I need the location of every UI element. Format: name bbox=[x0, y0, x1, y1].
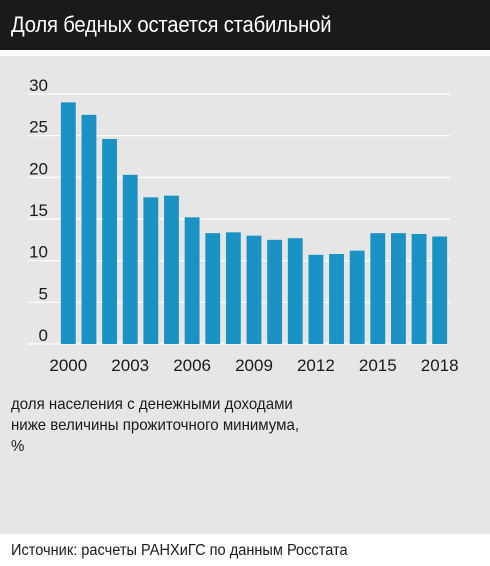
y-tick-label: 15 bbox=[29, 201, 48, 220]
x-tick-label: 2018 bbox=[421, 356, 459, 375]
y-tick-label: 30 bbox=[29, 76, 48, 95]
bar bbox=[225, 232, 241, 344]
source-note: Источник: расчеты РАНХиГС по данным Росс… bbox=[11, 542, 348, 559]
bar bbox=[164, 195, 179, 344]
bar bbox=[329, 254, 344, 344]
note-line: ниже величины прожиточного минимума, bbox=[11, 417, 300, 434]
bar bbox=[432, 236, 448, 344]
y-tick-label: 20 bbox=[29, 159, 48, 178]
bar bbox=[308, 254, 324, 344]
bar bbox=[370, 233, 386, 344]
bar-layer bbox=[60, 102, 448, 344]
x-tick-label: 2003 bbox=[111, 356, 149, 375]
x-tick-label: 2009 bbox=[235, 356, 273, 375]
bar bbox=[349, 250, 365, 344]
bar bbox=[81, 114, 97, 344]
bar bbox=[390, 233, 406, 344]
y-tick-label: 25 bbox=[29, 118, 48, 137]
x-tick-label: 2000 bbox=[49, 356, 87, 375]
bar bbox=[122, 174, 138, 344]
x-tick-label: 2012 bbox=[297, 356, 335, 375]
bar bbox=[287, 238, 303, 344]
x-tick-label: 2015 bbox=[359, 356, 397, 375]
note-line: % bbox=[11, 438, 25, 455]
bar bbox=[246, 235, 262, 344]
bar bbox=[205, 233, 221, 344]
y-tick-label: 5 bbox=[39, 284, 48, 303]
bar bbox=[60, 102, 76, 344]
y-tick-label: 10 bbox=[29, 243, 48, 262]
bar bbox=[143, 197, 159, 344]
bar bbox=[411, 234, 427, 344]
bar-chart: 0 5 10 15 20 25 30 2000 2003 2006 2009 2012 2015 2018 bbox=[28, 76, 459, 375]
chart-title: Доля бедных остается стабильной bbox=[11, 12, 332, 37]
title-bar: Доля бедных остается стабильной bbox=[0, 0, 490, 50]
bar bbox=[102, 139, 118, 344]
bar bbox=[267, 239, 283, 344]
chart-note: доля населения с денежными доходами ниже… bbox=[11, 394, 349, 457]
note-line: доля населения с денежными доходами bbox=[11, 396, 293, 413]
axis-layer: 0 5 10 15 20 25 30 2000 2003 2006 2009 2012 2015 2018 bbox=[29, 76, 459, 375]
bar bbox=[184, 217, 200, 344]
x-tick-label: 2006 bbox=[173, 356, 211, 375]
y-tick-label: 0 bbox=[39, 326, 48, 345]
